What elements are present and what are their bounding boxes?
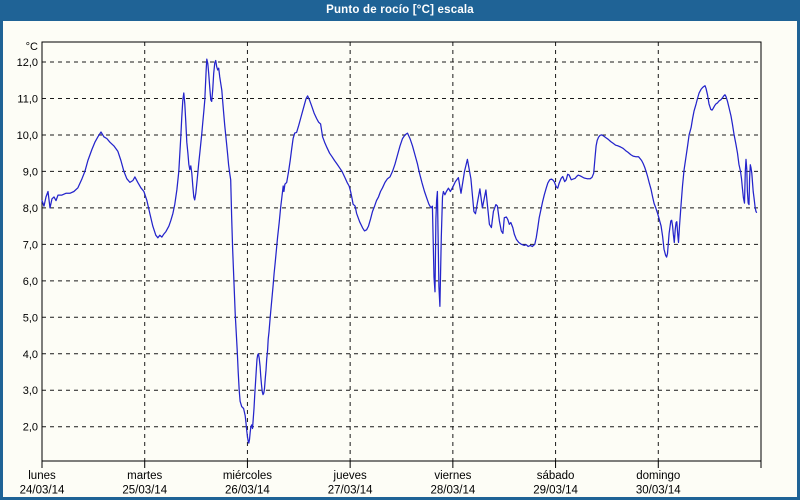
dewpoint-line [41,58,758,444]
x-day-label: lunes [28,470,56,482]
x-date-label: 27/03/14 [328,485,373,497]
plot-border [41,41,762,462]
y-tick-label: 10,0 [17,130,38,142]
y-tick-label: 4,0 [23,349,38,361]
y-tick-label: 11,0 [17,93,38,105]
dewpoint-line-chart: 12,0 11,0 10,0 9,0 8,0 7,0 6,0 5,0 4,0 3,0 2,0 °C lu… [17,41,762,497]
chart-content-area: 12,0 11,0 10,0 9,0 8,0 7,0 6,0 5,0 4,0 3,0 2,0 °C lu… [3,21,797,497]
y-tick-label: 7,0 [23,239,38,251]
x-date-label: 25/03/14 [122,485,167,497]
x-day-label: viernes [434,470,471,482]
y-tick-label: 8,0 [23,203,38,215]
x-day-label: miércoles [223,470,272,482]
y-tick-label: 9,0 [23,166,38,178]
x-date-label: 24/03/14 [20,485,65,497]
y-tick-label: 3,0 [23,385,38,397]
x-day-label: sábado [537,470,575,482]
window-titlebar: Punto de rocío [°C] escala [0,0,800,21]
x-date-label: 28/03/14 [430,485,475,497]
window-title: Punto de rocío [°C] escala [326,4,474,16]
y-tick-label: 2,0 [23,422,38,434]
y-tick-label: 6,0 [23,276,38,288]
y-tick-label: 12,0 [17,57,38,69]
x-day-label: martes [127,470,162,482]
x-day-label: domingo [636,470,680,482]
y-axis-unit-label: °C [26,41,38,53]
x-day-label: jueves [333,470,367,482]
x-date-label: 26/03/14 [225,485,270,497]
x-date-label: 29/03/14 [533,485,578,497]
y-tick-label: 5,0 [23,312,38,324]
x-date-label: 30/03/14 [636,485,681,497]
